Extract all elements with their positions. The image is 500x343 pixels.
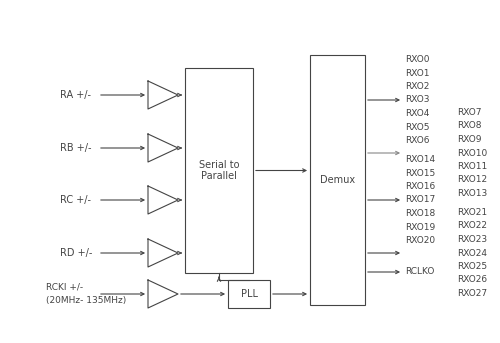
Text: RXO3: RXO3 — [405, 95, 429, 105]
Text: Demux: Demux — [320, 175, 355, 185]
Bar — [228, 280, 270, 308]
Text: RXO17: RXO17 — [405, 196, 435, 204]
Text: RCKI +/-: RCKI +/- — [46, 283, 83, 292]
Text: RXO8: RXO8 — [457, 121, 481, 130]
Text: RXO18: RXO18 — [405, 209, 435, 218]
Text: RA +/-: RA +/- — [60, 90, 91, 100]
Text: PLL: PLL — [240, 289, 258, 299]
Text: RD +/-: RD +/- — [60, 248, 92, 258]
Text: Serial to
Parallel: Serial to Parallel — [199, 160, 239, 181]
Text: RXO23: RXO23 — [457, 235, 487, 244]
Text: RXO26: RXO26 — [457, 275, 487, 284]
Bar — [185, 68, 253, 273]
Text: RXO11: RXO11 — [457, 162, 487, 171]
Text: RXO12: RXO12 — [457, 176, 487, 185]
Text: RXO0: RXO0 — [405, 55, 429, 64]
Text: RXO9: RXO9 — [457, 135, 481, 144]
Text: RXO6: RXO6 — [405, 136, 429, 145]
Text: RXO19: RXO19 — [405, 223, 435, 232]
Text: RXO13: RXO13 — [457, 189, 487, 198]
Text: RXO25: RXO25 — [457, 262, 487, 271]
Text: RXO7: RXO7 — [457, 108, 481, 117]
Text: RXO27: RXO27 — [457, 289, 487, 298]
Text: RXO14: RXO14 — [405, 155, 435, 164]
Text: RXO5: RXO5 — [405, 122, 429, 131]
Text: RXO4: RXO4 — [405, 109, 429, 118]
Text: RXO20: RXO20 — [405, 236, 435, 245]
Text: RXO16: RXO16 — [405, 182, 435, 191]
Text: RXO15: RXO15 — [405, 168, 435, 177]
Text: RXO1: RXO1 — [405, 69, 429, 78]
Text: RCLKO: RCLKO — [405, 268, 434, 276]
Text: RXO22: RXO22 — [457, 222, 487, 230]
Text: (20MHz- 135MHz): (20MHz- 135MHz) — [46, 296, 126, 306]
Text: RC +/-: RC +/- — [60, 195, 91, 205]
Text: RXO2: RXO2 — [405, 82, 429, 91]
Bar — [310, 55, 365, 305]
Text: RXO24: RXO24 — [457, 248, 487, 258]
Text: RXO10: RXO10 — [457, 149, 487, 157]
Text: RXO21: RXO21 — [457, 208, 487, 217]
Text: RB +/-: RB +/- — [60, 143, 92, 153]
